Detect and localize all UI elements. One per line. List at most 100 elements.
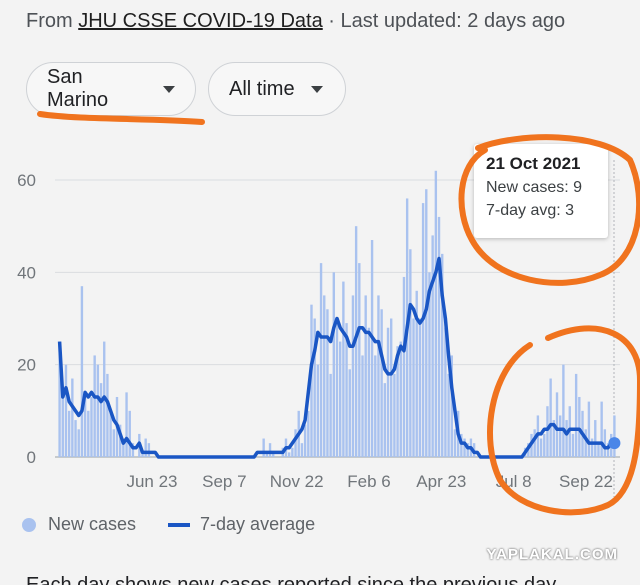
case-bar[interactable] <box>450 355 453 457</box>
case-bar[interactable] <box>287 452 291 457</box>
case-bar[interactable] <box>96 364 100 457</box>
case-bar[interactable] <box>463 438 466 457</box>
case-bar[interactable] <box>77 429 80 457</box>
case-bar[interactable] <box>409 249 412 457</box>
case-bar[interactable] <box>58 341 61 457</box>
case-bar[interactable] <box>300 443 304 457</box>
case-bar[interactable] <box>402 276 406 457</box>
case-bar[interactable] <box>265 452 269 457</box>
case-bar[interactable] <box>358 263 361 457</box>
case-bar[interactable] <box>383 383 387 457</box>
case-bar[interactable] <box>319 263 323 457</box>
case-bar[interactable] <box>364 295 367 457</box>
case-bar[interactable] <box>549 378 552 457</box>
case-bar[interactable] <box>361 355 364 457</box>
case-bar[interactable] <box>418 318 422 458</box>
case-bar[interactable] <box>316 364 320 457</box>
case-bar[interactable] <box>374 355 377 457</box>
case-bar[interactable] <box>421 203 425 457</box>
case-bar[interactable] <box>431 235 434 457</box>
case-bar[interactable] <box>559 415 562 457</box>
case-bar[interactable] <box>543 433 546 457</box>
case-bar[interactable] <box>147 443 151 457</box>
selected-point-dot[interactable] <box>608 437 621 450</box>
case-bar[interactable] <box>539 438 543 457</box>
case-bar[interactable] <box>466 443 469 457</box>
case-bar[interactable] <box>367 327 371 457</box>
source-link[interactable]: JHU CSSE COVID-19 Data <box>78 10 323 32</box>
time-range-dropdown[interactable]: All time <box>208 62 346 116</box>
case-bar[interactable] <box>291 447 294 457</box>
case-bar[interactable] <box>603 429 607 457</box>
case-bar[interactable] <box>460 433 463 457</box>
country-dropdown[interactable]: San Marino <box>26 62 196 116</box>
case-bar[interactable] <box>118 424 122 457</box>
case-bar[interactable] <box>590 438 594 457</box>
case-bar[interactable] <box>87 410 90 457</box>
case-bar[interactable] <box>329 373 332 457</box>
case-bar[interactable] <box>415 290 418 457</box>
case-bar[interactable] <box>377 295 380 457</box>
case-bar[interactable] <box>99 383 103 457</box>
case-bar[interactable] <box>597 443 600 457</box>
case-bar[interactable] <box>131 443 135 457</box>
case-bar[interactable] <box>453 429 457 457</box>
case-bar[interactable] <box>600 401 603 457</box>
case-bar[interactable] <box>90 396 93 457</box>
case-bar[interactable] <box>565 420 568 457</box>
case-bar[interactable] <box>294 429 297 457</box>
case-bar[interactable] <box>434 170 438 457</box>
case-bar[interactable] <box>351 295 355 457</box>
case-bar[interactable] <box>396 346 399 457</box>
case-bar[interactable] <box>112 429 115 457</box>
case-bar[interactable] <box>390 318 393 458</box>
case-bar[interactable] <box>533 429 536 457</box>
case-bar[interactable] <box>338 341 342 457</box>
case-bar[interactable] <box>272 452 275 457</box>
case-bar[interactable] <box>332 272 336 457</box>
case-bar[interactable] <box>80 286 84 457</box>
case-bar[interactable] <box>64 364 68 457</box>
case-bar[interactable] <box>613 415 616 457</box>
case-bar[interactable] <box>262 438 265 457</box>
case-bar[interactable] <box>399 341 402 457</box>
case-bar[interactable] <box>546 406 549 457</box>
case-bar[interactable] <box>122 438 125 457</box>
case-bar[interactable] <box>345 323 348 457</box>
case-bar[interactable] <box>141 452 144 457</box>
case-bar[interactable] <box>144 438 147 457</box>
case-bar[interactable] <box>71 378 74 457</box>
case-bar[interactable] <box>67 410 71 457</box>
case-bar[interactable] <box>380 309 383 457</box>
case-bar[interactable] <box>370 240 374 457</box>
case-bar[interactable] <box>447 373 450 457</box>
case-bar[interactable] <box>342 281 345 457</box>
case-bar[interactable] <box>441 253 444 457</box>
case-bar[interactable] <box>93 355 96 457</box>
case-bar[interactable] <box>109 410 112 457</box>
case-bar[interactable] <box>393 373 396 457</box>
case-bar[interactable] <box>61 387 64 457</box>
case-bar[interactable] <box>587 401 591 457</box>
case-bar[interactable] <box>562 364 565 457</box>
case-bar[interactable] <box>425 189 428 457</box>
case-bar[interactable] <box>128 410 131 457</box>
case-bar[interactable] <box>125 392 128 457</box>
case-bar[interactable] <box>428 272 431 457</box>
case-bar[interactable] <box>437 216 441 457</box>
case-bar[interactable] <box>386 327 390 457</box>
case-bar[interactable] <box>323 295 326 457</box>
case-bar[interactable] <box>555 392 559 457</box>
case-bar[interactable] <box>578 396 581 457</box>
case-bar[interactable] <box>310 304 313 457</box>
case-bar[interactable] <box>444 327 447 457</box>
case-bar[interactable] <box>326 309 329 457</box>
case-bar[interactable] <box>313 318 316 458</box>
case-bar[interactable] <box>594 420 597 457</box>
case-bar[interactable] <box>268 443 272 457</box>
case-bar[interactable] <box>83 392 87 457</box>
case-bar[interactable] <box>348 369 351 457</box>
case-bar[interactable] <box>574 373 578 457</box>
case-bar[interactable] <box>74 420 77 457</box>
case-bar[interactable] <box>584 429 587 457</box>
